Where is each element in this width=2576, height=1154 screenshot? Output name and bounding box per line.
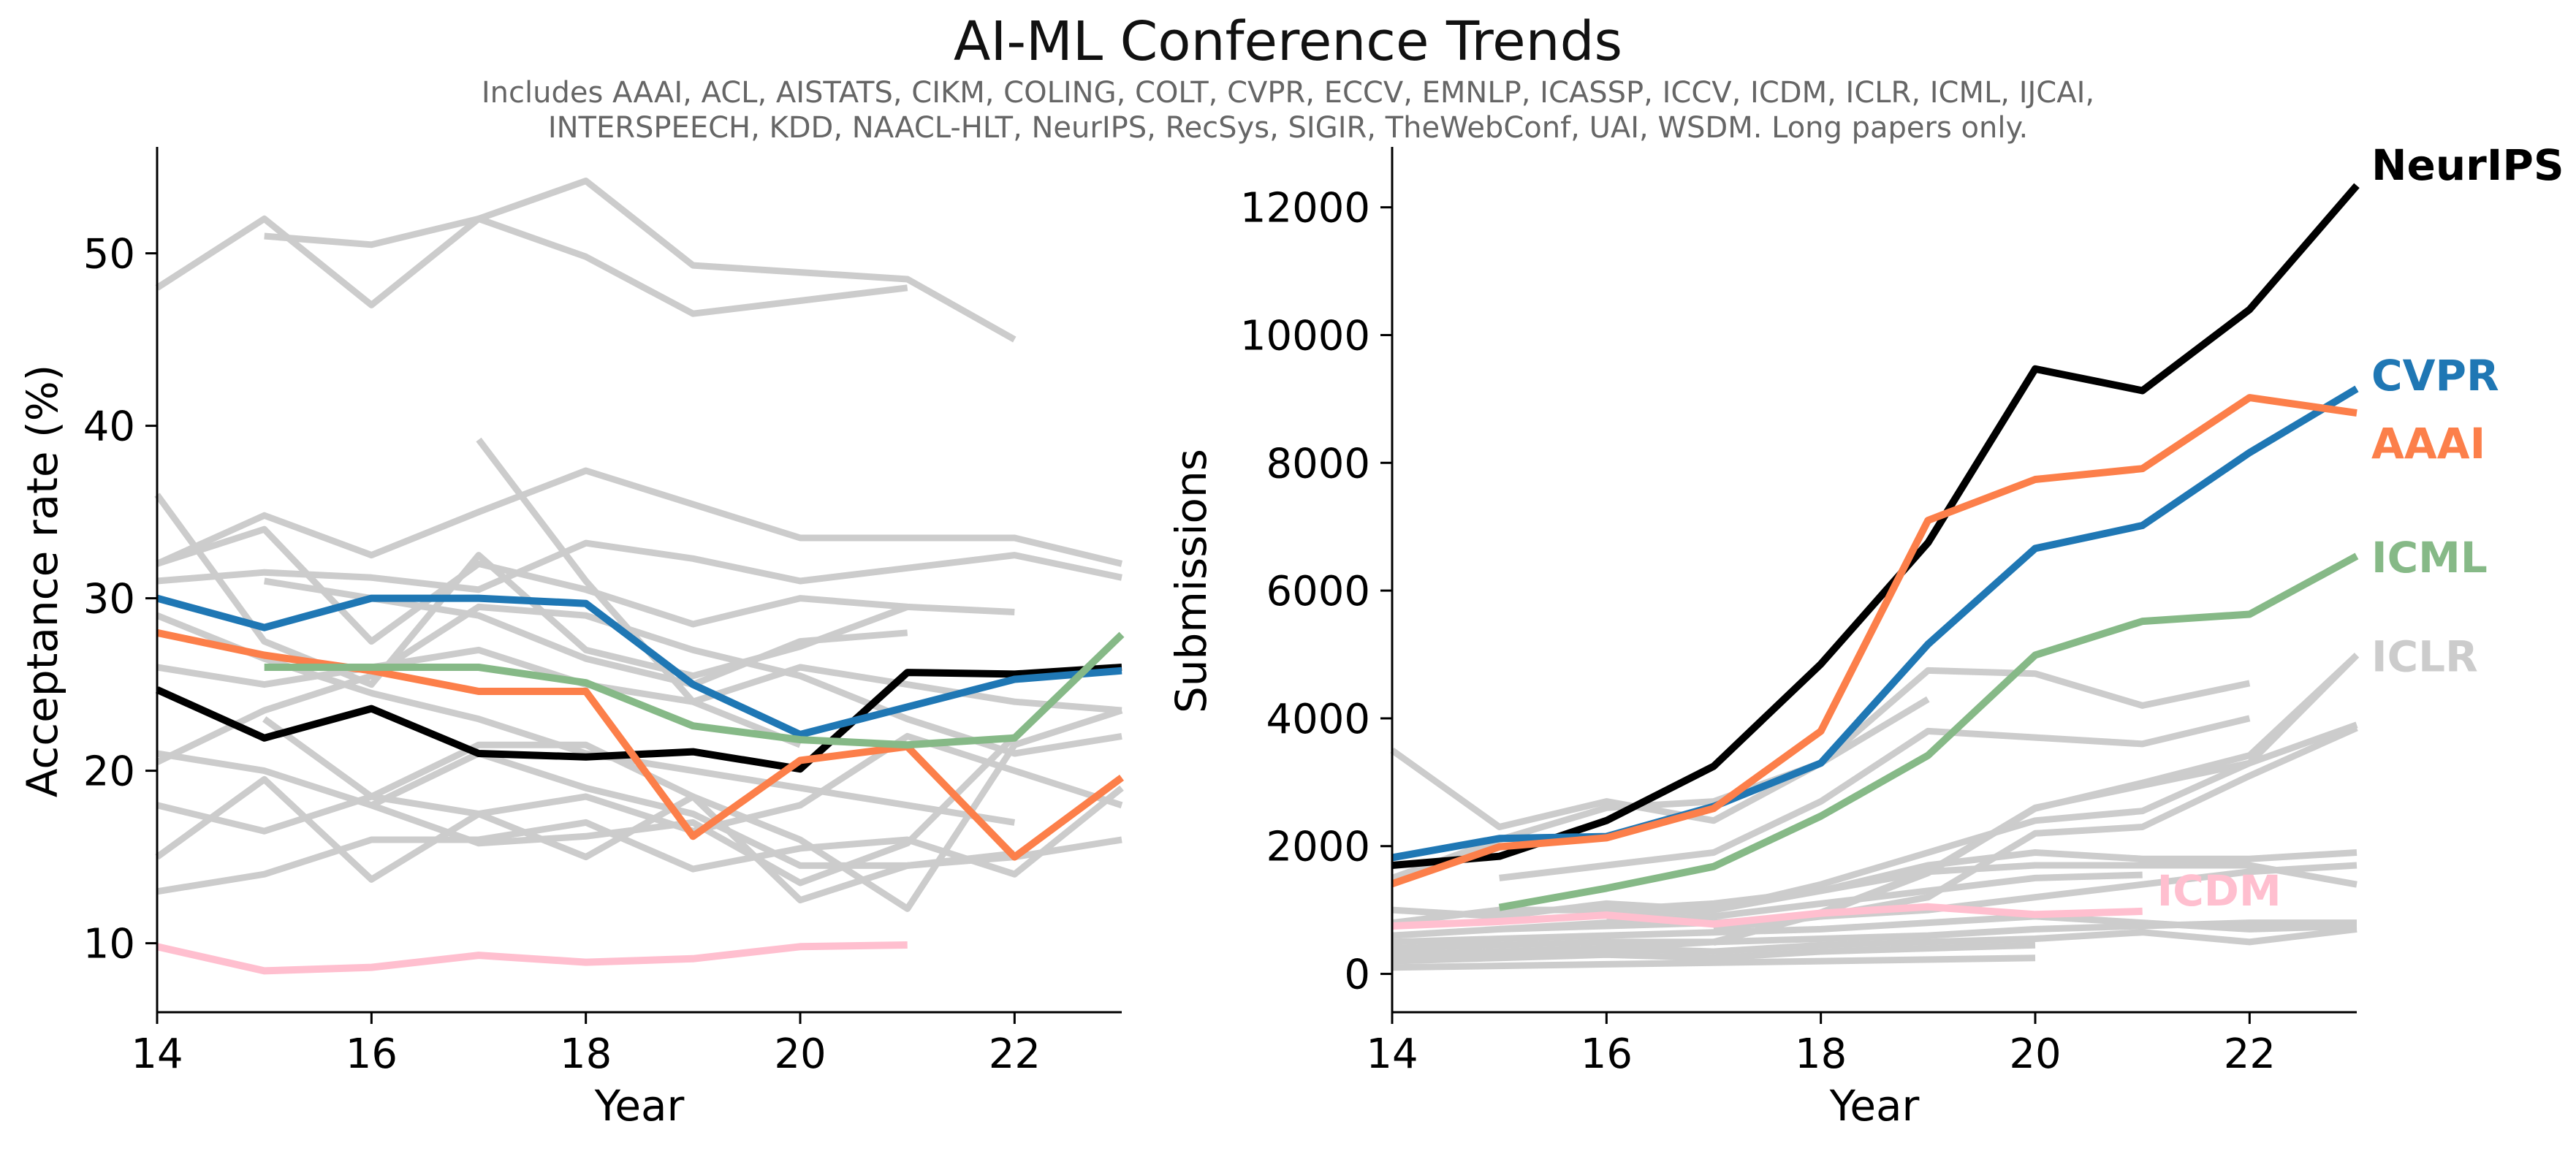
background-series-line <box>156 539 1122 593</box>
background-series-line <box>370 734 1017 887</box>
background-series-line <box>1499 715 2251 881</box>
series-label-neurips: NeurIPS <box>2371 140 2564 190</box>
y-tick-label: 2000 <box>1266 824 1370 871</box>
series-label-aaai: AAAI <box>2371 419 2485 468</box>
series-line-neurips <box>155 664 1122 773</box>
x-tick-label: 22 <box>989 1030 1041 1078</box>
x-tick-label: 22 <box>2224 1030 2276 1078</box>
background-series-line <box>156 785 1124 895</box>
y-tick-label: 12000 <box>1240 185 1370 232</box>
acceptance-rate-chart: 14 16 18 20 22 10 20 30 40 50 Year Acceptance rate … <box>18 147 1125 1131</box>
background-series-line <box>1390 696 1930 830</box>
series-line-aaai <box>1391 394 2357 888</box>
figure-subtitle-line-2: INTERSPEECH, KDD, NAACL-HLT, NeurIPS, Re… <box>547 111 2029 145</box>
background-series-line <box>156 525 1015 645</box>
series-line-icdm <box>1391 903 2143 930</box>
series-line-icml <box>264 631 1125 749</box>
submissions-chart: 14 16 18 20 22 0 2000 4000 6000 8000 10000 12000 Yea… <box>1166 140 2564 1131</box>
background-series-line <box>1391 954 2036 971</box>
y-tick-label: 10 <box>83 921 135 968</box>
y-tick-label: 10000 <box>1240 312 1370 360</box>
y-tick-label: 4000 <box>1266 696 1370 743</box>
background-series-line <box>264 178 1017 343</box>
background-series-line <box>156 732 1123 835</box>
x-tick-label: 20 <box>774 1030 826 1078</box>
y-tick-label: 0 <box>1344 952 1370 999</box>
x-tick-label: 16 <box>346 1030 398 1078</box>
y-tick-label: 8000 <box>1266 440 1370 487</box>
series-line-icml <box>1498 553 2359 911</box>
series-label-cvpr: CVPR <box>2371 351 2499 401</box>
series-line-iclr <box>1391 653 2360 965</box>
series-label-iclr: ICLR <box>2371 631 2478 681</box>
y-axis-label: Acceptance rate (%) <box>18 365 67 798</box>
x-tick-label: 18 <box>560 1030 612 1078</box>
figure-title: AI-ML Conference Trends <box>953 10 1623 73</box>
background-series-line <box>1391 862 2357 927</box>
x-tick-label: 16 <box>1581 1030 1633 1078</box>
x-tick-label: 14 <box>131 1030 183 1078</box>
y-tick-label: 20 <box>83 748 135 796</box>
series-line-cvpr <box>156 594 1122 738</box>
background-series-line <box>1391 919 2357 952</box>
y-tick-label: 50 <box>83 231 135 278</box>
x-tick-label: 14 <box>1366 1030 1418 1078</box>
background-series-line <box>262 716 1015 904</box>
background-series-line <box>156 603 1122 765</box>
figure-subtitle-line-1: Includes AAAI, ACL, AISTATS, CIKM, COLIN… <box>481 76 2095 110</box>
background-series-line <box>155 215 908 317</box>
x-axis-label: Year <box>594 1081 685 1131</box>
x-axis-label: Year <box>1829 1081 1920 1131</box>
x-tick-label: 20 <box>2009 1030 2061 1078</box>
series-line-aaai <box>156 629 1124 861</box>
series-label-icml: ICML <box>2371 533 2488 582</box>
series-line-icdm <box>156 941 908 975</box>
y-tick-label: 40 <box>83 403 135 451</box>
series-label-icdm: ICDM <box>2157 866 2281 916</box>
background-series-line <box>156 467 1123 567</box>
y-tick-label: 30 <box>83 576 135 623</box>
x-tick-label: 18 <box>1795 1030 1847 1078</box>
series-line-cvpr <box>1391 385 2359 862</box>
y-tick-label: 6000 <box>1266 568 1370 615</box>
y-axis-label: Submissions <box>1166 449 1216 713</box>
